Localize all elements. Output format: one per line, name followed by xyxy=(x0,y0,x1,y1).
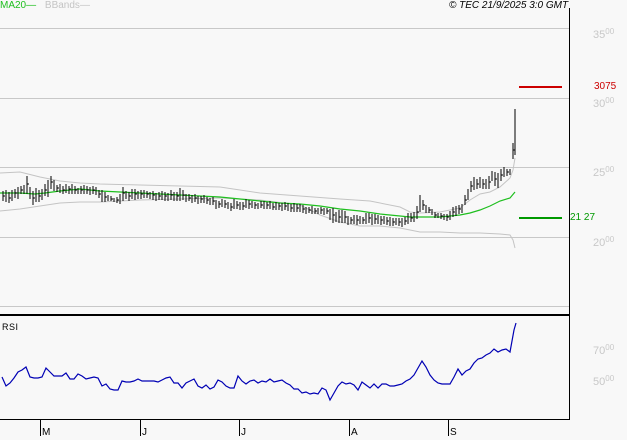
price-label-2500: 2500 xyxy=(593,165,615,179)
price-label-3500: 3500 xyxy=(593,27,615,41)
legend-bbands: BBands— xyxy=(44,0,90,11)
resistance-label: 3075 xyxy=(594,81,617,92)
month-label-july: J xyxy=(241,427,246,438)
price-gridlines xyxy=(0,28,569,307)
month-label-june: J xyxy=(142,427,147,438)
month-label-september: S xyxy=(450,427,457,438)
price-bars xyxy=(2,109,516,227)
rsi-label-50: 5000 xyxy=(593,374,615,388)
bb-upper xyxy=(0,157,516,214)
price-label-2000: 2000 xyxy=(593,235,615,249)
legend: MA20— BBands— xyxy=(0,0,90,11)
ma20-line xyxy=(0,188,516,218)
legend-ma20: MA20— xyxy=(0,0,37,11)
rsi-line xyxy=(1,322,517,402)
support-label: 21 27 xyxy=(570,212,596,223)
rsi-label: RSI xyxy=(2,322,19,332)
month-label-may: M xyxy=(42,427,51,438)
month-label-august: A xyxy=(351,427,358,438)
price-label-3000: 3000 xyxy=(593,96,615,110)
month-ticks xyxy=(40,419,449,436)
copyright-text: © TEC 21/9/2025 3:0 GMT xyxy=(449,0,569,11)
rsi-label-70: 7000 xyxy=(593,343,615,357)
